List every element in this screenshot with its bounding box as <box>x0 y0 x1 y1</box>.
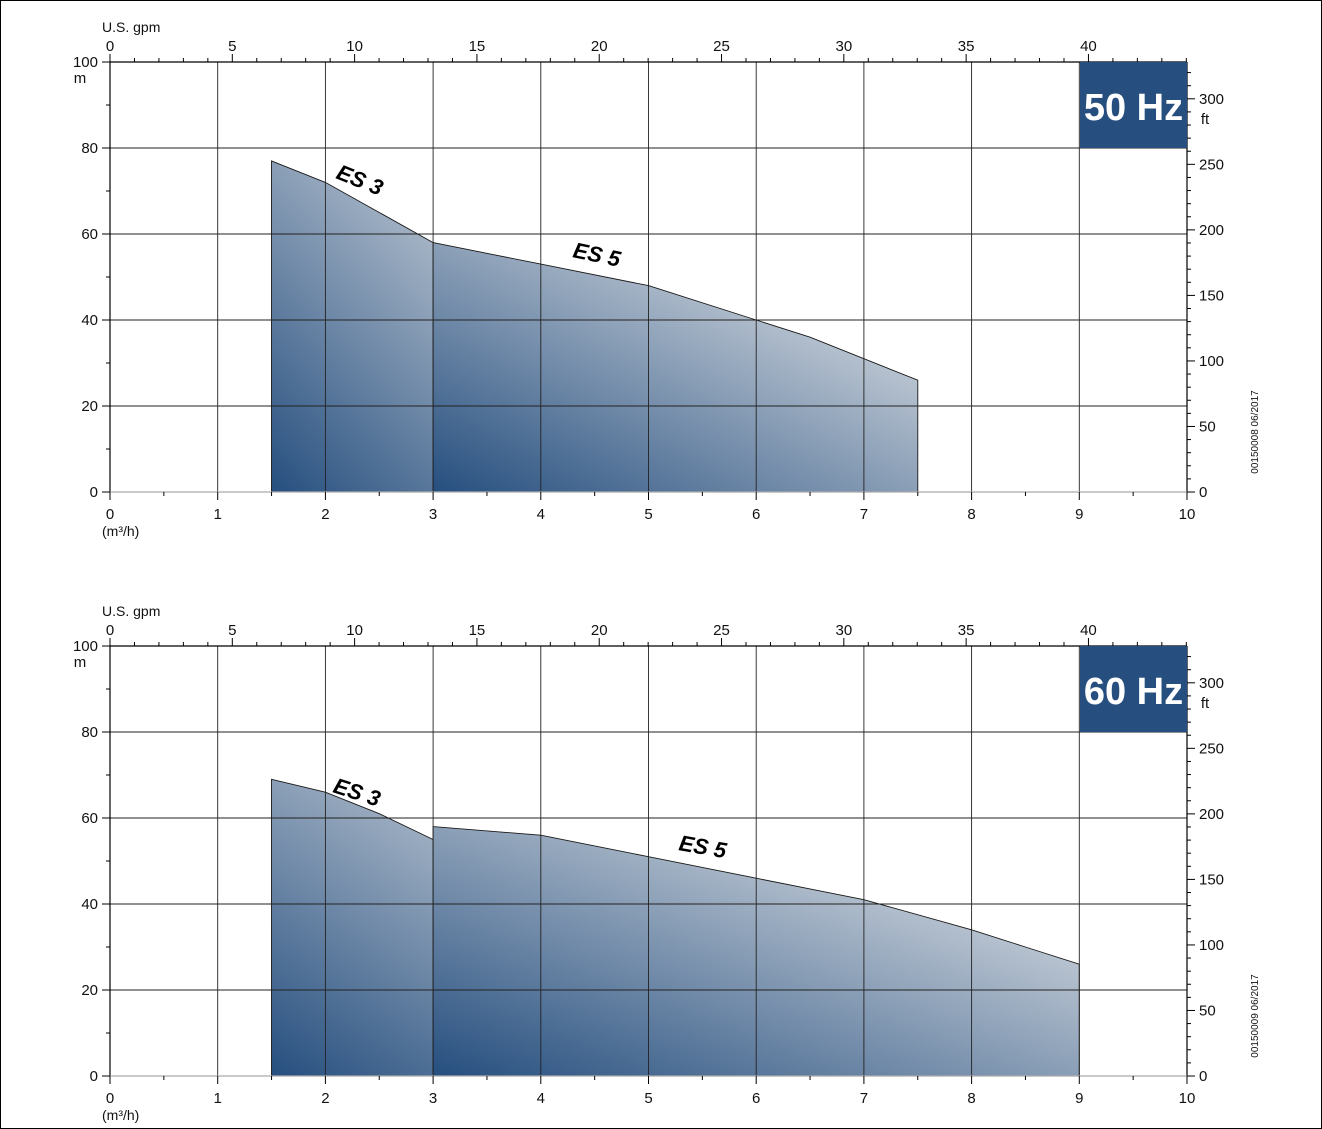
series-label-es5: ES 5 <box>677 830 729 863</box>
series-area-es5 <box>432 242 919 493</box>
gpm-tick-label: 10 <box>346 622 363 639</box>
gpm-unit-label: U.S. gpm <box>102 19 160 35</box>
x-tick-label: 1 <box>214 506 222 523</box>
ft-tick-label: 250 <box>1199 156 1224 173</box>
y-tick-label: 40 <box>81 896 98 913</box>
x-tick-label: 3 <box>429 506 437 523</box>
frequency-badge-label: 60 Hz <box>1084 671 1183 713</box>
gpm-tick-label: 10 <box>346 38 363 55</box>
gpm-tick-label: 15 <box>469 38 486 55</box>
x-tick-label: 9 <box>1075 506 1083 523</box>
y-tick-label: 20 <box>81 982 98 999</box>
ft-tick-label: 50 <box>1199 418 1216 435</box>
gpm-tick-label: 30 <box>835 38 852 55</box>
x-tick-label: 7 <box>860 1090 868 1107</box>
gpm-tick-label: 20 <box>591 622 608 639</box>
gpm-tick-label: 20 <box>591 38 608 55</box>
x-tick-label: 6 <box>752 506 760 523</box>
gpm-tick-label: 25 <box>713 38 730 55</box>
gpm-unit-label: U.S. gpm <box>102 603 160 619</box>
frequency-badge <box>1080 646 1187 732</box>
y-tick-label: 80 <box>81 140 98 157</box>
frequency-badge <box>1080 62 1187 148</box>
gpm-tick-label: 0 <box>106 622 114 639</box>
y-tick-label: 100 <box>73 638 98 655</box>
ft-tick-label: 100 <box>1199 937 1224 954</box>
x-tick-label: 4 <box>537 506 545 523</box>
figure-code: 00150009 06/2017 <box>1250 974 1261 1058</box>
x-tick-label: 10 <box>1179 1090 1196 1107</box>
x-tick-label: 0 <box>106 1090 114 1107</box>
y-tick-label: 0 <box>90 1068 98 1085</box>
x-tick-label: 10 <box>1179 506 1196 523</box>
ft-tick-label: 200 <box>1199 806 1224 823</box>
x-tick-label: 8 <box>967 1090 975 1107</box>
y-tick-label: 80 <box>81 724 98 741</box>
ft-tick-label: 200 <box>1199 222 1224 239</box>
x-axis-label: (m³/h) <box>102 1107 139 1123</box>
y-tick-label: 60 <box>81 810 98 827</box>
y-unit-right: ft <box>1201 695 1210 712</box>
gpm-tick-label: 35 <box>958 622 975 639</box>
x-axis-label: (m³/h) <box>102 523 139 539</box>
x-tick-label: 8 <box>967 506 975 523</box>
y-tick-label: 60 <box>81 226 98 243</box>
x-tick-label: 9 <box>1075 1090 1083 1107</box>
y-tick-label: 100 <box>73 54 98 71</box>
x-tick-label: 5 <box>644 506 652 523</box>
x-tick-label: 2 <box>321 1090 329 1107</box>
ft-tick-label: 50 <box>1199 1002 1216 1019</box>
ft-tick-label: 150 <box>1199 871 1224 888</box>
y-unit-left: m <box>74 70 87 87</box>
y-tick-label: 0 <box>90 484 98 501</box>
gpm-tick-label: 40 <box>1080 622 1097 639</box>
x-tick-label: 5 <box>644 1090 652 1107</box>
ft-tick-label: 100 <box>1199 353 1224 370</box>
series-label-es5: ES 5 <box>571 237 624 272</box>
x-tick-label: 2 <box>321 506 329 523</box>
x-tick-label: 4 <box>537 1090 545 1107</box>
x-tick-label: 1 <box>214 1090 222 1107</box>
ft-tick-label: 250 <box>1199 740 1224 757</box>
figure-code: 00150008 06/2017 <box>1250 390 1261 474</box>
gpm-tick-label: 5 <box>228 38 236 55</box>
ft-tick-label: 150 <box>1199 287 1224 304</box>
x-tick-label: 3 <box>429 1090 437 1107</box>
gpm-tick-label: 40 <box>1080 38 1097 55</box>
gpm-tick-label: 15 <box>469 622 486 639</box>
gpm-tick-label: 5 <box>228 622 236 639</box>
gpm-tick-label: 35 <box>958 38 975 55</box>
frequency-badge-label: 50 Hz <box>1084 87 1183 129</box>
ft-tick-label: 0 <box>1199 484 1207 501</box>
ft-tick-label: 300 <box>1199 675 1224 692</box>
y-unit-right: ft <box>1201 111 1210 128</box>
gpm-tick-label: 30 <box>835 622 852 639</box>
y-tick-label: 20 <box>81 398 98 415</box>
gpm-tick-label: 25 <box>713 622 730 639</box>
ft-tick-label: 0 <box>1199 1068 1207 1085</box>
y-tick-label: 40 <box>81 312 98 329</box>
y-unit-left: m <box>74 654 87 671</box>
x-tick-label: 6 <box>752 1090 760 1107</box>
x-tick-label: 7 <box>860 506 868 523</box>
x-tick-label: 0 <box>106 506 114 523</box>
ft-tick-label: 300 <box>1199 91 1224 108</box>
gpm-tick-label: 0 <box>106 38 114 55</box>
